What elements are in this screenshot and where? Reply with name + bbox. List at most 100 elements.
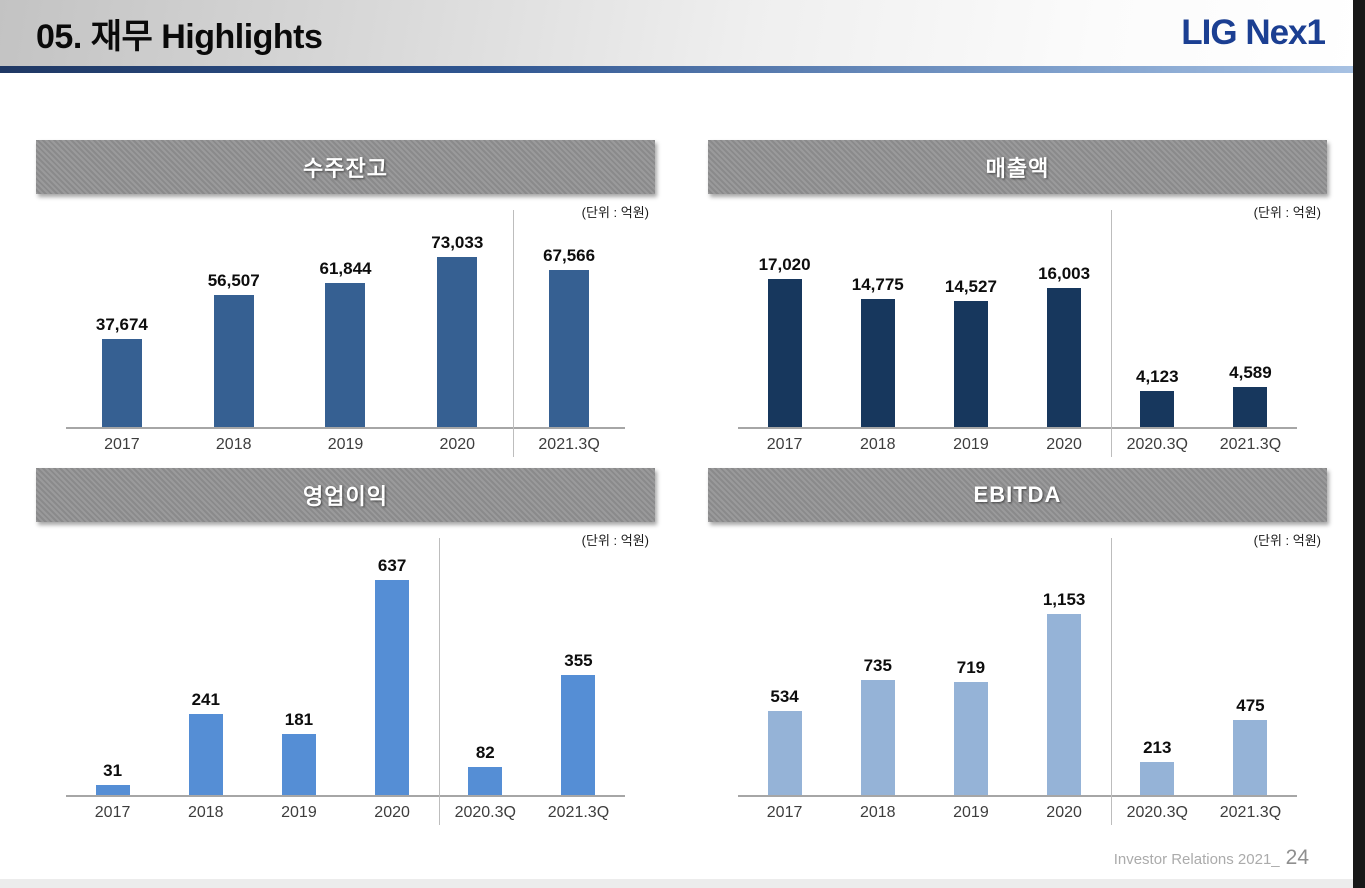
x-axis-label: 2020.3Q [1126, 804, 1188, 821]
slide-header: 05. 재무 Highlights LIG Nex1 [0, 0, 1365, 66]
bar-value-label: 73,033 [431, 233, 484, 252]
chart-order-backlog: 수주잔고 (단위 : 억원) 37,674 56,507 61,844 73,033 6… [36, 140, 655, 457]
bar-value-label: 14,775 [851, 275, 904, 294]
bar-column: 56,507 [178, 224, 290, 427]
x-axis-labels: 2017 2018 2019 2020 2020.3Q 2021.3Q [738, 429, 1297, 454]
bar-value-label: 355 [564, 651, 593, 670]
lig-nex1-logo: LIG Nex1 [1181, 13, 1326, 52]
bar-column: 637 [346, 552, 439, 795]
period-separator-line [438, 538, 440, 825]
bar-column: 31 [66, 552, 159, 795]
bar [767, 279, 802, 427]
x-axis-label: 2018 [859, 804, 896, 821]
bar [188, 714, 223, 795]
bar-column: 181 [252, 552, 345, 795]
bar [767, 711, 802, 795]
bar-column: 4,589 [1204, 224, 1297, 427]
bar-column: 475 [1204, 552, 1297, 795]
bar-value-label: 16,003 [1038, 264, 1091, 283]
x-axis-label: 2019 [281, 804, 317, 821]
bar [281, 734, 316, 795]
bar-value-label: 719 [956, 658, 986, 677]
right-edge-bar [1353, 0, 1365, 888]
chart-title: 영업이익 [303, 484, 388, 509]
period-separator-line [1110, 210, 1112, 457]
page-title: 05. 재무 Highlights [36, 17, 323, 56]
bar-column: 719 [924, 552, 1017, 795]
bar-value-label: 735 [863, 656, 892, 675]
header-accent-line [0, 66, 1365, 73]
x-axis-label: 2018 [859, 436, 896, 453]
bar-column: 61,844 [290, 224, 402, 427]
chart-operating-profit: 영업이익 (단위 : 억원) 31 241 181 637 82 355 2017 2018… [36, 468, 655, 825]
x-axis-label: 2017 [94, 804, 131, 821]
bar [1140, 391, 1175, 427]
bar-column: 67,566 [513, 224, 625, 427]
bottom-edge-bar [0, 879, 1365, 888]
unit-label: (단위 : 억원) [581, 205, 649, 220]
x-axis-label: 2019 [953, 804, 989, 821]
bar-value-label: 61,844 [319, 259, 372, 278]
chart-revenue: 매출액 (단위 : 억원) 17,020 14,775 14,527 16,003 4,… [708, 140, 1327, 457]
bar-column: 213 [1111, 552, 1204, 795]
chart-ebitda: EBITDA (단위 : 억원) 534 735 719 1,153 213 475 20… [708, 468, 1327, 825]
bar-column: 4,123 [1111, 224, 1204, 427]
bar [561, 675, 596, 795]
chart-title: 수주잔고 [303, 156, 388, 181]
bar-value-label: 1,153 [1042, 590, 1086, 609]
x-axis-label: 2020.3Q [1126, 436, 1188, 453]
chart-title-bar: EBITDA [708, 468, 1327, 522]
plot-area: 534 735 719 1,153 213 475 [738, 538, 1297, 825]
x-axis-label: 2021.3Q [538, 436, 600, 453]
bar-column: 534 [738, 552, 831, 795]
x-axis-label: 2017 [766, 804, 803, 821]
chart-grid: 수주잔고 (단위 : 억원) 37,674 56,507 61,844 73,033 6… [0, 140, 1365, 825]
bar-value-label: 82 [475, 743, 495, 762]
x-axis-label: 2018 [215, 436, 252, 453]
x-axis-label: 2017 [766, 436, 803, 453]
bar-value-label: 67,566 [543, 246, 596, 265]
x-axis-label: 2019 [327, 436, 364, 453]
x-axis-labels: 2017 2018 2019 2020 2021.3Q [66, 429, 625, 454]
bar-value-label: 56,507 [207, 271, 260, 290]
bar-column: 735 [831, 552, 924, 795]
x-axis-label: 2020 [374, 804, 410, 821]
x-axis-label: 2021.3Q [1219, 804, 1282, 821]
bar [213, 295, 254, 427]
x-axis-label: 2019 [953, 436, 989, 453]
bar [860, 299, 895, 427]
bar [953, 301, 988, 427]
page-number: 24 [1285, 846, 1309, 869]
x-axis-label: 2020 [1046, 436, 1082, 453]
x-axis-label: 2020 [439, 436, 476, 453]
period-separator-line [1110, 538, 1112, 825]
chart-title: 매출액 [985, 156, 1050, 181]
bar-value-label: 213 [1143, 738, 1172, 757]
x-axis-label: 2018 [187, 804, 224, 821]
bar-column: 355 [532, 552, 625, 795]
bar-value-label: 4,123 [1136, 367, 1179, 386]
bar-value-label: 637 [377, 556, 407, 575]
bar [1047, 614, 1082, 795]
bar-column: 14,775 [831, 224, 924, 427]
bar-column: 16,003 [1018, 224, 1111, 427]
x-axis-label: 2020 [1046, 804, 1082, 821]
bar-value-label: 17,020 [758, 255, 811, 274]
x-axis-label: 2021.3Q [547, 804, 610, 821]
bar [549, 270, 590, 427]
plot-area: 31 241 181 637 82 355 [66, 538, 625, 825]
plot-area: 17,020 14,775 14,527 16,003 4,123 4,589 [738, 210, 1297, 457]
bar-column: 241 [159, 552, 252, 795]
bar [325, 283, 366, 427]
bar [95, 785, 130, 795]
bar-column: 14,527 [924, 224, 1017, 427]
bar [1233, 387, 1268, 427]
bar [375, 580, 410, 795]
bar [468, 767, 503, 795]
x-axis-labels: 2017 2018 2019 2020 2020.3Q 2021.3Q [738, 797, 1297, 822]
bar [1233, 720, 1268, 795]
bar-value-label: 4,589 [1229, 363, 1272, 382]
bar-column: 1,153 [1018, 552, 1111, 795]
bar [1140, 762, 1175, 795]
bar-value-label: 534 [770, 687, 799, 706]
